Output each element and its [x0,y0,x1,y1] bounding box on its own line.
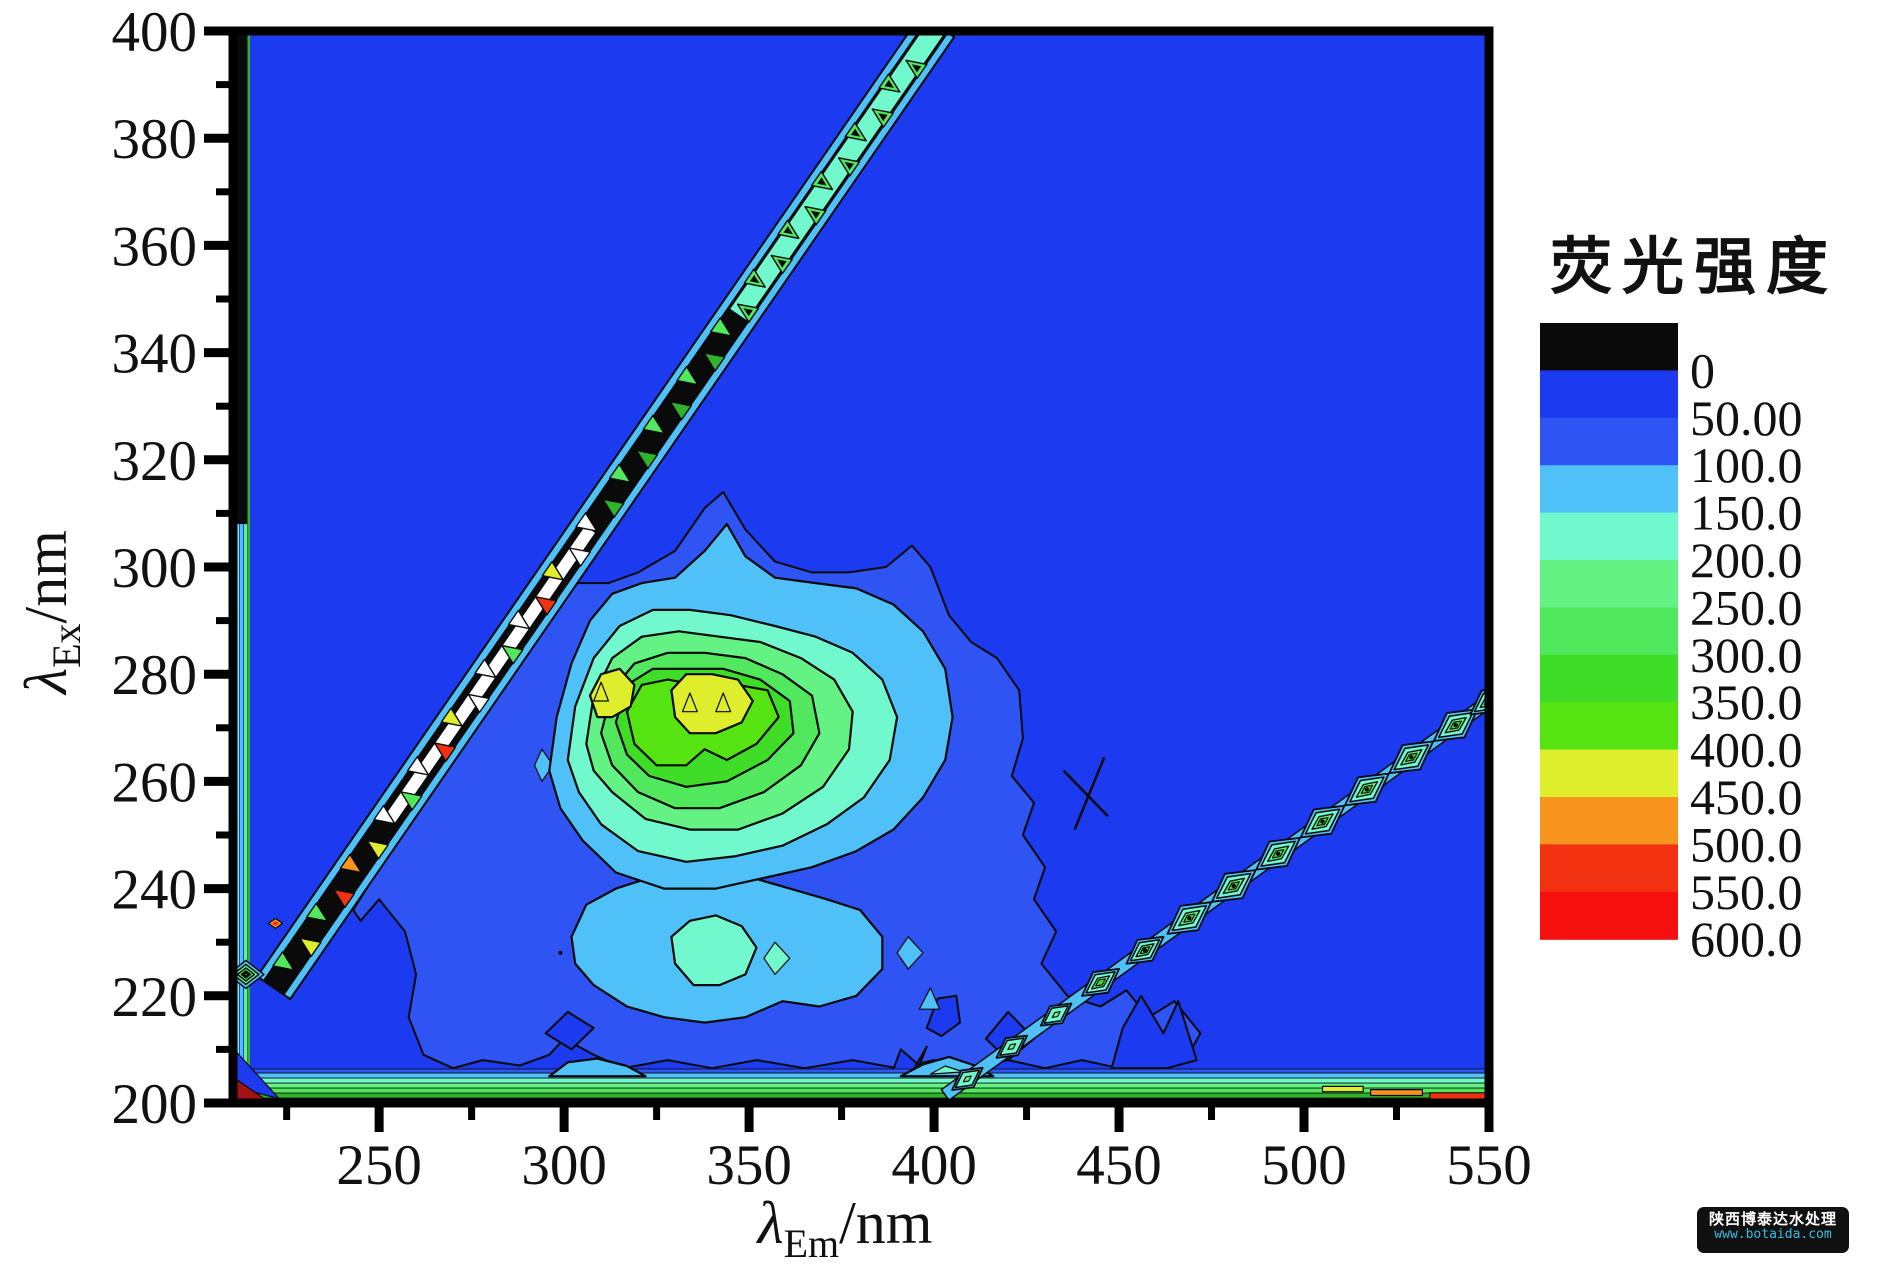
x-tick-label: 350 [706,1134,792,1197]
x-tick-label: 400 [891,1134,977,1197]
x-axis-title: λEm/nm [756,1190,933,1266]
colorbar-segment [1540,702,1678,751]
y-tick-label: 240 [112,859,198,922]
svg-text:λEm/nm: λEm/nm [756,1190,933,1266]
colorbar-segment [1540,560,1678,608]
y-tick-label: 320 [112,430,198,493]
y-tick-label: 220 [112,966,198,1029]
colorbar-title: 荧光强度 [1550,233,1838,302]
colorbar-label: 100.0 [1690,437,1803,493]
x-tick-label: 550 [1446,1134,1532,1197]
colorbar-segment [1540,844,1678,893]
colorbar-segment [1540,512,1678,561]
y-tick-label: 200 [112,1073,198,1136]
colorbar-label: 600.0 [1690,911,1803,967]
colorbar-segment [1540,654,1678,703]
colorbar-segment [1540,891,1678,940]
x-axis: 250 300 350 400 450 500 550 [283,1105,1532,1197]
colorbar-label: 400.0 [1690,722,1803,778]
x-tick-label: 300 [521,1134,607,1197]
colorbar-label: 450.0 [1690,769,1803,825]
y-tick-label: 400 [112,1,198,64]
colorbar-segment [1540,370,1678,419]
plot-area [233,31,1489,1103]
y-tick-label: 300 [112,537,198,600]
axes: 250 300 350 400 450 500 550 200 220 240 260 280 300 3… [13,1,1532,1266]
colorbar-label: 200.0 [1690,532,1803,588]
y-tick-label: 260 [112,751,198,814]
svg-text:λEx/nm: λEx/nm [13,530,89,696]
y-tick-label: 280 [112,644,198,707]
colorbar-label: 50.00 [1690,390,1803,446]
y-tick-label: 360 [112,215,198,278]
colorbar-segment [1540,323,1678,371]
colorbar-legend: 荧光强度 050.00100.0150.0200.0250.0300.0350.0… [1540,233,1838,967]
colorbar-label: 550.0 [1690,864,1803,920]
x-tick-label: 450 [1076,1134,1162,1197]
watermark-url: www.botaida.com [1714,1227,1832,1243]
y-tick-label: 340 [112,323,198,386]
y-tick-label: 380 [112,108,198,171]
colorbar-label: 0 [1690,342,1715,398]
x-tick-label: 250 [336,1134,422,1197]
colorbar-segment [1540,465,1678,514]
colorbar-segment [1540,417,1678,466]
colorbar-segment [1540,607,1678,656]
colorbar-label: 500.0 [1690,816,1803,872]
colorbar-segment [1540,797,1678,845]
colorbar-label: 300.0 [1690,627,1803,683]
watermark-badge: 陕西博泰达水处理 www.botaida.com [1697,1207,1849,1253]
colorbar-label: 350.0 [1690,674,1803,730]
watermark-company: 陕西博泰达水处理 [1708,1211,1837,1228]
y-axis: 200 220 240 260 280 300 320 340 360 380 400 [112,1,231,1136]
colorbar-label: 250.0 [1690,579,1803,635]
colorbar-segment [1540,749,1678,798]
y-axis-title: λEx/nm [13,530,89,696]
x-tick-label: 500 [1261,1134,1347,1197]
colorbar-label: 150.0 [1690,485,1803,541]
